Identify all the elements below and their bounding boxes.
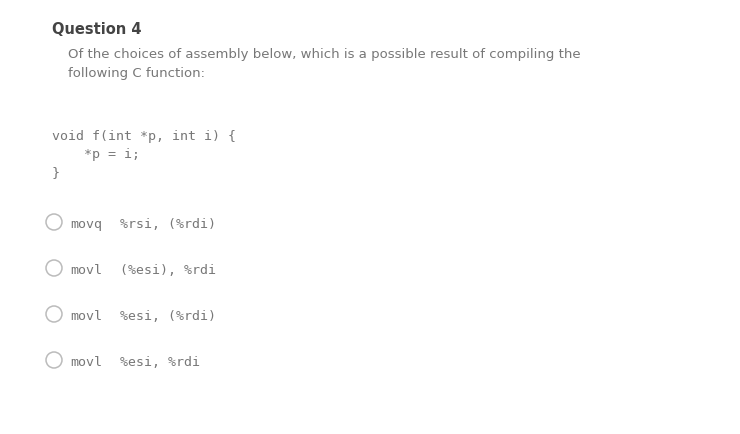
Ellipse shape <box>46 214 62 230</box>
Text: movl: movl <box>70 309 102 322</box>
Text: Of the choices of assembly below, which is a possible result of compiling the
fo: Of the choices of assembly below, which … <box>68 48 581 80</box>
Ellipse shape <box>46 306 62 322</box>
Ellipse shape <box>46 352 62 368</box>
Text: movl: movl <box>70 355 102 368</box>
Text: }: } <box>52 166 60 178</box>
Ellipse shape <box>46 260 62 276</box>
Text: %esi, (%rdi): %esi, (%rdi) <box>104 309 216 322</box>
Text: movl: movl <box>70 263 102 276</box>
Text: *p = i;: *p = i; <box>52 148 140 161</box>
Text: void f(int *p, int i) {: void f(int *p, int i) { <box>52 130 236 143</box>
Text: movq: movq <box>70 217 102 230</box>
Text: Question 4: Question 4 <box>52 22 141 37</box>
Text: (%esi), %rdi: (%esi), %rdi <box>104 263 216 276</box>
Text: %rsi, (%rdi): %rsi, (%rdi) <box>104 217 216 230</box>
Text: %esi, %rdi: %esi, %rdi <box>104 355 200 368</box>
